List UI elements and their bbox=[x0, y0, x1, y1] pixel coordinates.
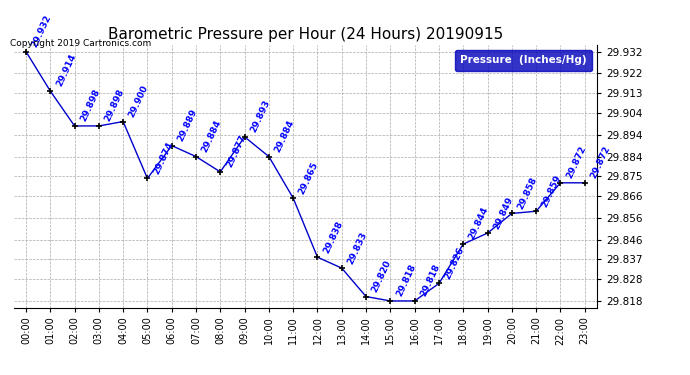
Text: 29.865: 29.865 bbox=[297, 160, 320, 195]
Text: 29.818: 29.818 bbox=[395, 263, 417, 298]
Text: 29.874: 29.874 bbox=[152, 140, 175, 176]
Title: Barometric Pressure per Hour (24 Hours) 20190915: Barometric Pressure per Hour (24 Hours) … bbox=[108, 27, 503, 42]
Text: 29.893: 29.893 bbox=[249, 99, 272, 134]
Text: 29.872: 29.872 bbox=[589, 145, 612, 180]
Text: 29.833: 29.833 bbox=[346, 230, 368, 266]
Text: 29.859: 29.859 bbox=[540, 173, 563, 208]
Text: 29.884: 29.884 bbox=[200, 118, 223, 154]
Text: 29.858: 29.858 bbox=[516, 176, 539, 211]
Text: 29.818: 29.818 bbox=[419, 263, 442, 298]
Text: 29.900: 29.900 bbox=[127, 84, 150, 119]
Text: 29.898: 29.898 bbox=[79, 88, 101, 123]
Text: Copyright 2019 Cartronics.com: Copyright 2019 Cartronics.com bbox=[10, 39, 152, 48]
Text: 29.844: 29.844 bbox=[467, 206, 491, 241]
Text: 29.872: 29.872 bbox=[564, 145, 587, 180]
Text: 29.877: 29.877 bbox=[224, 134, 248, 169]
Text: 29.898: 29.898 bbox=[103, 88, 126, 123]
Legend: Pressure  (Inches/Hg): Pressure (Inches/Hg) bbox=[455, 50, 591, 70]
Text: 29.820: 29.820 bbox=[371, 259, 393, 294]
Text: 29.838: 29.838 bbox=[322, 219, 344, 254]
Text: 29.914: 29.914 bbox=[55, 53, 77, 88]
Text: 29.884: 29.884 bbox=[273, 118, 296, 154]
Text: 29.889: 29.889 bbox=[176, 107, 199, 143]
Text: 29.826: 29.826 bbox=[443, 245, 466, 280]
Text: 29.932: 29.932 bbox=[30, 13, 53, 49]
Text: 29.849: 29.849 bbox=[492, 195, 515, 230]
